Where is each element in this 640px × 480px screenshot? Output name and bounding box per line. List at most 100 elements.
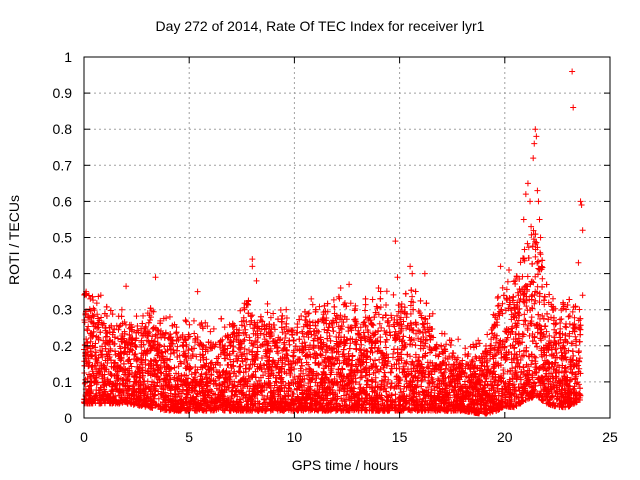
data-point	[415, 335, 422, 342]
data-point	[166, 313, 173, 320]
data-point	[282, 361, 289, 368]
data-point	[257, 330, 264, 337]
data-point	[340, 392, 347, 399]
data-point	[309, 368, 316, 375]
data-point	[361, 318, 368, 325]
data-point	[536, 299, 543, 306]
data-point	[130, 382, 137, 389]
data-point	[406, 334, 413, 341]
data-point	[490, 334, 497, 341]
data-point	[455, 336, 462, 343]
data-point	[390, 321, 397, 328]
data-point	[298, 313, 305, 320]
data-points	[81, 68, 586, 417]
data-point	[162, 389, 169, 396]
data-point	[566, 378, 573, 385]
data-point	[301, 339, 308, 346]
data-point	[94, 370, 101, 377]
data-point	[104, 329, 111, 336]
data-point	[119, 335, 126, 342]
data-point	[94, 311, 101, 318]
data-point	[549, 392, 556, 399]
data-point	[254, 332, 261, 339]
data-point	[492, 359, 499, 366]
data-point	[525, 244, 532, 251]
data-point	[390, 291, 397, 298]
data-point	[86, 359, 93, 366]
data-point	[242, 394, 249, 401]
data-point	[362, 301, 369, 308]
data-point	[360, 319, 367, 326]
data-point	[401, 359, 408, 366]
data-point	[113, 322, 120, 329]
data-point	[260, 331, 267, 338]
data-point	[318, 352, 325, 359]
data-point	[221, 324, 228, 331]
data-point	[392, 328, 399, 335]
data-point	[562, 323, 569, 330]
data-point	[495, 302, 502, 309]
data-point	[237, 307, 244, 314]
data-point	[347, 300, 354, 307]
data-point	[499, 284, 506, 291]
data-point	[323, 343, 330, 350]
data-point	[514, 299, 521, 306]
data-point	[462, 345, 469, 352]
data-point	[545, 370, 552, 377]
data-point	[160, 315, 167, 322]
data-point	[249, 373, 256, 380]
data-point	[484, 362, 491, 369]
data-point	[570, 324, 577, 331]
data-point	[314, 318, 321, 325]
data-point	[409, 293, 416, 300]
data-point	[178, 390, 185, 397]
data-point	[549, 295, 556, 302]
data-point	[375, 311, 382, 318]
data-point	[118, 306, 125, 313]
data-point	[407, 302, 414, 309]
data-point	[477, 382, 484, 389]
data-point	[383, 344, 390, 351]
data-point	[498, 350, 505, 357]
data-point	[264, 309, 271, 316]
data-point	[334, 395, 341, 402]
data-point	[434, 375, 441, 382]
data-point	[413, 330, 420, 337]
data-point	[395, 330, 402, 337]
data-point	[500, 366, 507, 373]
data-point	[234, 383, 241, 390]
data-point	[364, 352, 371, 359]
data-point	[160, 331, 167, 338]
data-point	[329, 391, 336, 398]
data-point	[95, 354, 102, 361]
data-point	[181, 359, 188, 366]
data-point	[290, 376, 297, 383]
data-point	[508, 359, 515, 366]
data-point	[263, 325, 270, 332]
data-point	[246, 334, 253, 341]
data-point	[250, 325, 257, 332]
data-point	[305, 346, 312, 353]
data-point	[250, 330, 257, 337]
data-point	[138, 339, 145, 346]
data-point	[532, 273, 539, 280]
data-point	[494, 295, 501, 302]
data-point	[335, 353, 342, 360]
data-point	[493, 335, 500, 342]
data-point	[207, 328, 214, 335]
data-point	[372, 369, 379, 376]
data-point	[569, 308, 576, 315]
data-point	[432, 365, 439, 372]
data-point	[392, 391, 399, 398]
data-point	[543, 352, 550, 359]
data-point	[552, 305, 559, 312]
data-point	[312, 379, 319, 386]
data-point	[391, 361, 398, 368]
data-point	[495, 293, 502, 300]
data-point	[517, 356, 524, 363]
data-point	[572, 333, 579, 340]
data-point	[148, 363, 155, 370]
data-point	[237, 363, 244, 370]
data-point	[494, 316, 501, 323]
data-point	[576, 306, 583, 313]
